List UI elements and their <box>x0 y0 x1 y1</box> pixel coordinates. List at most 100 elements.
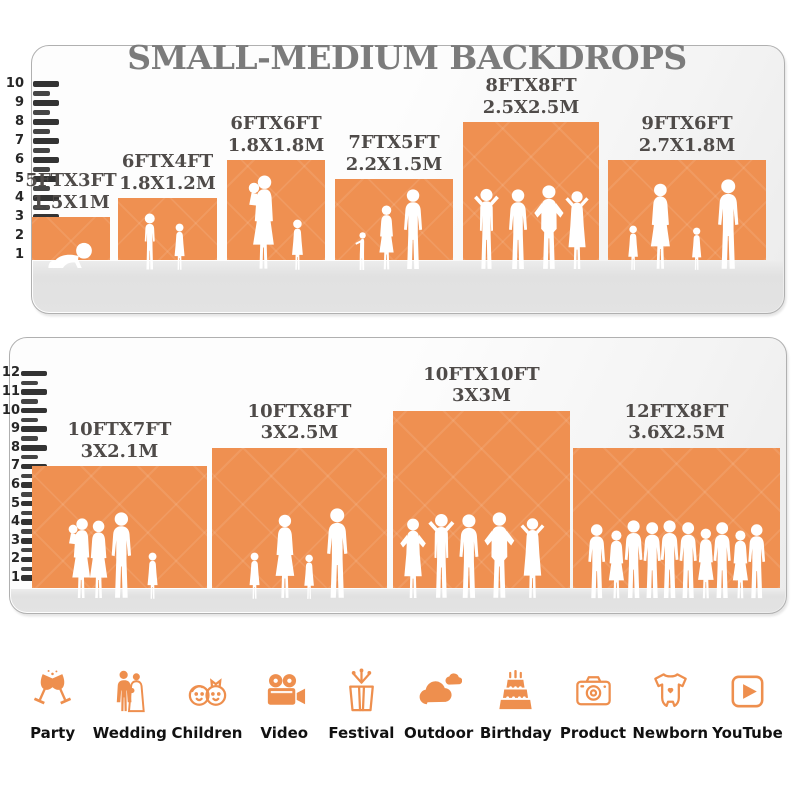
ruler-tick-major <box>21 370 47 377</box>
bar-size-ft: 5FTX3FT <box>25 170 117 191</box>
ruler-number: 8 <box>10 439 20 455</box>
bar-size-ft: 10FTX7FT <box>67 419 172 441</box>
man-arms-up-silhouette <box>473 188 499 269</box>
backdrop-bar <box>118 198 217 260</box>
ruler-number: 10 <box>1 402 20 418</box>
bar-size-label: 8FTX8FT 2.5X2.5M <box>439 75 623 118</box>
category-label: Product <box>559 724 627 742</box>
category-label: Party <box>30 724 76 742</box>
ruler-tick-major <box>33 81 59 87</box>
woman-holding-baby-silhouette <box>248 175 274 269</box>
floor-shading <box>11 589 785 612</box>
bar-size-label: 9FTX6FT 2.7X1.8M <box>595 113 779 156</box>
man-silhouette <box>403 189 423 269</box>
ruler-number: 12 <box>1 365 20 381</box>
ruler-number: 9 <box>10 421 20 437</box>
ruler-tick-major <box>33 100 59 106</box>
bar-size-label: 7FTX5FT 2.2X1.5M <box>302 132 486 175</box>
bar-size-ft: 10FTX8FT <box>247 400 352 422</box>
ruler-tick-minor <box>21 454 38 460</box>
man-silhouette <box>111 512 131 598</box>
ruler-tick-minor <box>21 436 38 441</box>
ruler-tick-minor <box>33 205 50 210</box>
bar-size-label: 12FTX8FT 3.6X2.5M <box>585 401 769 444</box>
category-item-children: Children <box>168 668 245 742</box>
girl-silhouette <box>692 227 702 270</box>
category-item-festival: Festival <box>323 668 400 742</box>
girl-silhouette <box>291 219 303 270</box>
festival-icon <box>349 668 374 712</box>
ruler-tick-minor <box>21 473 38 478</box>
ruler-number: 11 <box>1 384 20 399</box>
bar-size-label: 10FTX8FT 3X2.5M <box>208 401 392 444</box>
ruler-tick-minor <box>21 492 38 497</box>
bar-size-m: 3X3M <box>452 385 511 407</box>
ruler-number: 1 <box>10 570 20 585</box>
product-icon <box>575 676 611 706</box>
ruler-tick-major <box>21 389 47 395</box>
ruler-number: 10 <box>5 76 24 91</box>
ruler-tick-minor <box>33 148 50 153</box>
wedding-icon <box>117 670 146 713</box>
ruler-number: 4 <box>10 514 20 530</box>
ruler-tick-minor <box>21 547 38 553</box>
category-item-outdoor: Outdoor <box>400 668 477 742</box>
bar-size-m: 2.7X1.8M <box>638 134 736 156</box>
category-row: Party Wedding Children Video Festival Outdoor… <box>14 668 786 742</box>
category-item-party: Party <box>14 668 91 742</box>
category-item-birthday: Birthday <box>477 668 554 742</box>
ruler-tick-minor <box>33 91 50 96</box>
category-item-video: Video <box>246 668 323 742</box>
toddler-silhouette <box>355 232 366 270</box>
newborn-icon <box>653 673 687 708</box>
girl-silhouette <box>250 552 260 599</box>
bar-size-ft: 9FTX6FT <box>641 113 733 134</box>
bar-size-ft: 6FTX6FT <box>230 113 322 134</box>
category-label: Wedding <box>92 724 167 742</box>
bar-size-m: 1.8X1.2M <box>119 172 216 194</box>
ruler-tick-minor <box>21 417 38 423</box>
bar-size-m: 3.6X2.5M <box>628 422 725 444</box>
bar-size-label: 10FTX7FT 3X2.1M <box>28 419 212 462</box>
ruler-number: 3 <box>14 209 24 224</box>
page-title: SMALL-MEDIUM BACKDROPS <box>127 38 687 77</box>
ruler-tick-major <box>33 138 59 144</box>
floor-shading <box>33 261 783 312</box>
ruler-tick-major <box>21 426 47 432</box>
boy-silhouette <box>145 213 155 270</box>
ruler-number: 5 <box>14 171 24 186</box>
ruler-tick-major <box>21 407 47 414</box>
ruler-number: 1 <box>14 247 24 262</box>
woman-silhouette <box>650 183 670 269</box>
ruler-number: 2 <box>14 228 24 243</box>
category-label: YouTube <box>712 724 783 742</box>
category-label: Video <box>260 724 309 742</box>
woman-arms-up-silhouette <box>565 191 589 269</box>
ruler-tick-major <box>33 119 59 125</box>
ruler-tick-minor <box>21 380 38 385</box>
ruler-tick-major <box>33 214 59 220</box>
ruler-tick-minor <box>21 566 38 571</box>
bar-size-label: 6FTX4FT 1.8X1.2M <box>76 151 260 194</box>
backdrop-bar <box>335 179 453 260</box>
bar-size-m: 3X2.1M <box>80 440 159 462</box>
ruler-number: 7 <box>14 133 24 148</box>
ruler-tick-major <box>33 195 59 201</box>
children-icon <box>188 678 226 706</box>
backdrop-bar <box>393 410 570 588</box>
bar-size-m: 2.2X1.5M <box>345 153 443 175</box>
backdrop-bar <box>573 447 780 588</box>
category-item-youtube: YouTube <box>709 668 786 742</box>
ruler-number: 2 <box>10 551 20 567</box>
ruler-number: 4 <box>14 190 24 205</box>
bar-size-ft: 7FTX5FT <box>348 132 440 153</box>
category-label: Outdoor <box>403 724 474 742</box>
bar-size-m: 1.8X1.8M <box>227 134 325 156</box>
bar-size-ft: 12FTX8FT <box>624 400 729 422</box>
ruler-tick-major <box>21 445 47 451</box>
ruler-tick-minor <box>33 186 50 191</box>
birthday-icon <box>499 669 532 710</box>
ruler-tick-minor <box>33 110 50 115</box>
ruler-tick-major <box>33 157 59 163</box>
